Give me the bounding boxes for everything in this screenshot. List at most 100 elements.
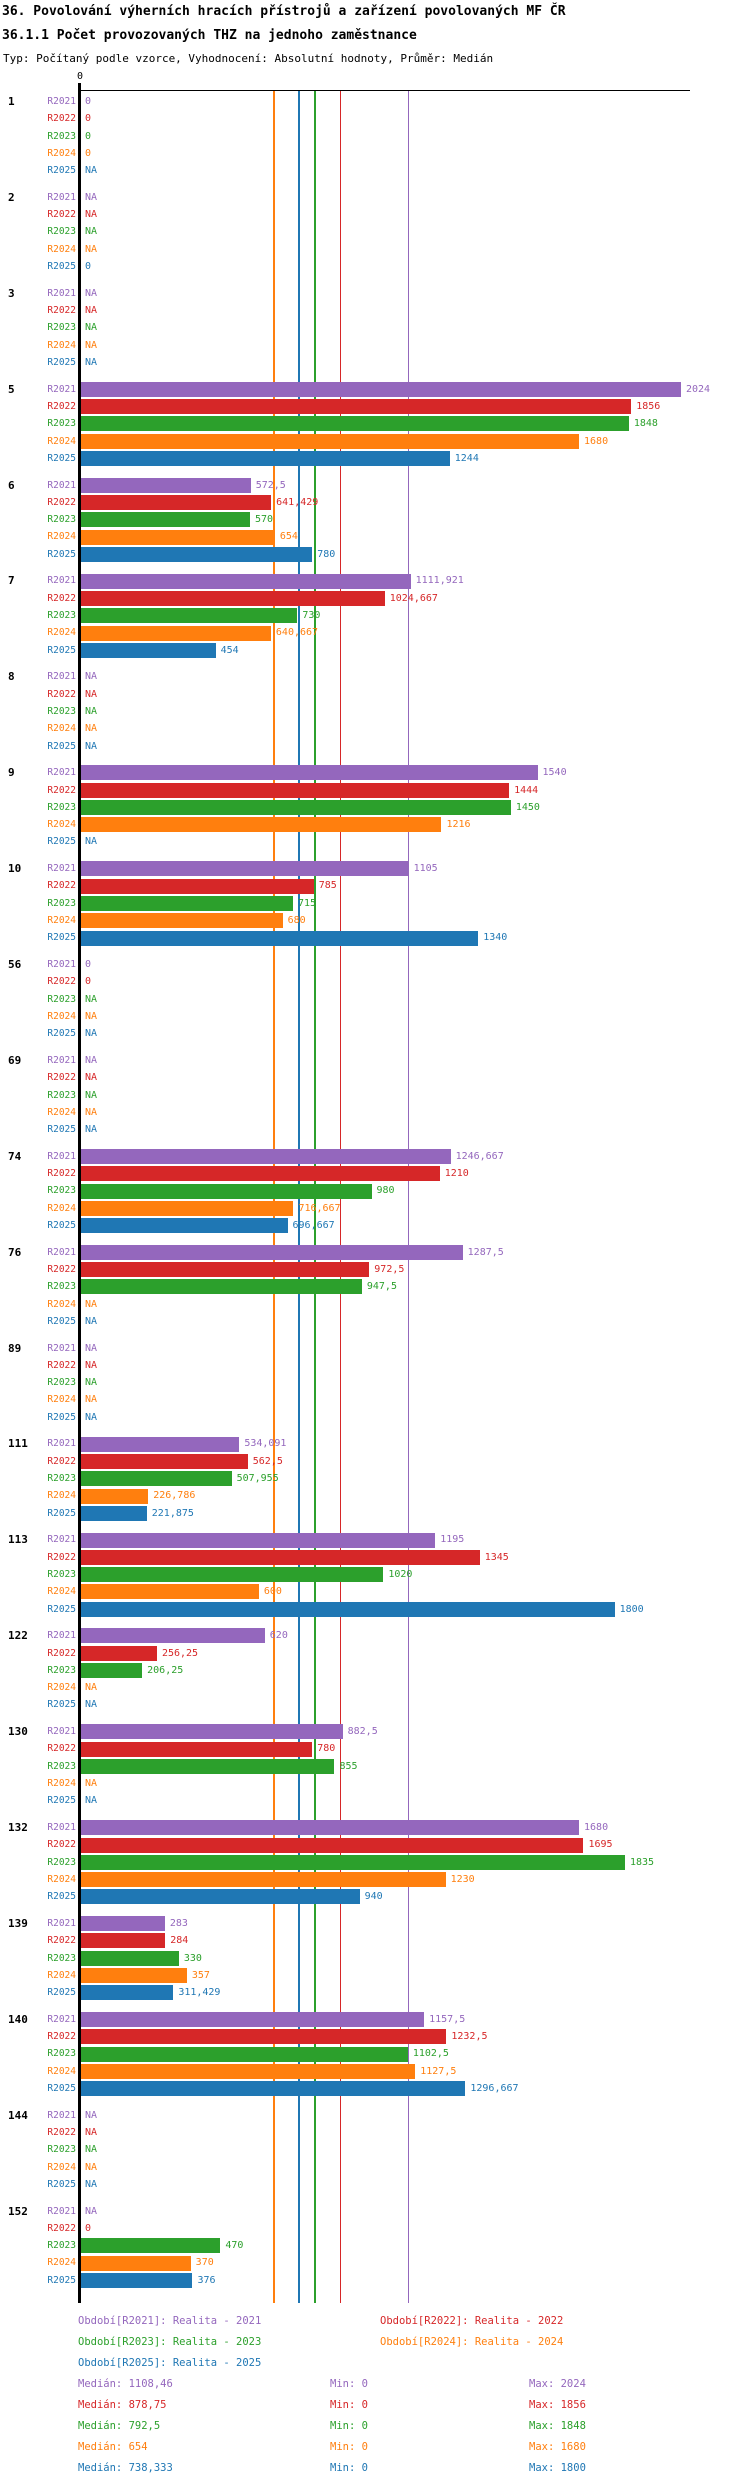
year-label-R2021: R2021 [47,479,76,491]
value-label-R2024: NA [85,1778,98,1790]
year-label-R2025: R2025 [47,1699,76,1711]
bar-row-R2024: R2024 1230 [0,1871,750,1888]
group-label-139: 139 [8,1916,28,1930]
value-label-R2022: NA [85,688,98,700]
year-label-R2023: R2023 [47,1760,76,1772]
bar-R2024 [81,1200,294,1216]
bar-R2024 [81,1584,259,1600]
year-label-R2023: R2023 [47,1281,76,1293]
year-label-R2023: R2023 [47,1952,76,1964]
stat-min-R2021: Min: 0 [330,2378,368,2390]
value-label-R2024: NA [85,243,98,255]
legend-R2025: Období[R2025]: Realita - 2025 [78,2357,262,2369]
year-label-R2022: R2022 [47,1455,76,1467]
bar-row-R2022: R2022 256,25 [0,1645,750,1662]
year-label-R2022: R2022 [47,1359,76,1371]
year-label-R2024: R2024 [47,1490,76,1502]
year-label-R2024: R2024 [47,243,76,255]
group-label-132: 132 [8,1821,28,1835]
year-label-R2022: R2022 [47,688,76,700]
year-label-R2022: R2022 [47,2127,76,2138]
stat-max-R2025: Max: 1800 [529,2462,586,2474]
value-label-R2021: 0 [85,96,92,107]
year-label-R2022: R2022 [47,209,76,221]
bar-R2022 [81,2029,447,2045]
x-axis-zero-tick-label: 0 [76,71,84,82]
bar-row-R2022: R2022 0 [0,973,750,990]
value-label-R2024: NA [85,1682,98,1694]
bar-row-R2024: R2024 NA [0,1104,750,1121]
bar-row-R2025: R2025 NA [0,738,750,755]
bar-R2024 [81,529,275,545]
bar-R2022 [81,1645,157,1661]
value-label-R2023: NA [85,226,98,238]
bar-group-3: 3 R2021 NA R2022 NA R2023 NA R2024 NA R2025 NA [0,285,750,372]
value-label-R2022: NA [85,1072,98,1084]
value-label-R2023: 507,955 [236,1473,279,1485]
year-label-R2021: R2021 [47,767,76,779]
median-line-R2021 [407,91,410,2303]
year-label-R2023: R2023 [47,2048,76,2060]
bar-row-R2025: R2025 780 [0,546,750,563]
bar-row-R2025: R2025 NA [0,1409,750,1426]
year-label-R2024: R2024 [47,339,76,351]
bar-group-144: 144 R2021 NA R2022 NA R2023 NA R2024 NA R2025 NA [0,2107,750,2194]
value-label-R2024: NA [85,723,98,735]
value-label-R2024: 680 [287,915,306,927]
bar-row-R2025: R2025 311,429 [0,1984,750,2001]
bar-R2023 [81,1663,143,1679]
year-label-R2023: R2023 [47,1856,76,1868]
bar-R2022 [81,1933,166,1949]
group-label-5: 5 [8,382,15,396]
bar-row-R2023: R2023 330 [0,1950,750,1967]
bar-R2022 [81,1453,248,1469]
bar-R2021 [81,765,538,781]
bar-R2021 [81,573,411,589]
value-label-R2023: 0 [85,130,92,142]
bar-row-R2021: R2021 1680 [0,1819,750,1836]
bar-row-R2022: R2022 562,5 [0,1453,750,1470]
bar-row-R2022: R2022 1695 [0,1836,750,1853]
value-label-R2023: 947,5 [366,1281,397,1293]
bar-R2024 [81,1968,187,1983]
bar-R2022 [81,1837,584,1853]
year-label-R2021: R2021 [47,575,76,587]
stats-row-R2023: Medián: 792,5 Min: 0 Max: 1848 [0,2416,750,2437]
year-label-R2022: R2022 [47,113,76,125]
value-label-R2023: NA [85,993,98,1005]
year-label-R2023: R2023 [47,418,76,430]
bar-row-R2024: R2024 0 [0,145,750,162]
bar-group-89: 89 R2021 NA R2022 NA R2023 NA R2024 NA R2025 NA [0,1340,750,1427]
year-label-R2023: R2023 [47,1664,76,1676]
group-label-6: 6 [8,478,15,492]
bar-R2023 [81,1758,335,1774]
year-label-R2023: R2023 [47,993,76,1005]
year-label-R2025: R2025 [47,548,76,560]
bar-row-R2022: R2022 1345 [0,1549,750,1566]
bar-R2025 [81,1505,147,1521]
year-label-R2021: R2021 [47,1534,76,1546]
year-label-R2025: R2025 [47,1315,76,1327]
bar-row-R2024: R2024 357 [0,1967,750,1984]
bar-row-R2023: R2023 715 [0,895,750,912]
bar-R2023 [81,1950,179,1966]
year-label-R2022: R2022 [47,305,76,317]
value-label-R2023: NA [85,322,98,334]
year-label-R2023: R2023 [47,1568,76,1580]
bar-group-9: 9 R2021 1540 R2022 1444 R2023 1450 R2024 1216 R20… [0,764,750,851]
year-label-R2021: R2021 [47,1246,76,1258]
bar-R2023 [81,1854,625,1870]
group-label-144: 144 [8,2108,28,2122]
bar-R2025 [81,1889,360,1905]
bar-row-R2022: R2022 NA [0,206,750,223]
bar-row-R2025: R2025 940 [0,1888,750,1905]
bar-row-R2025: R2025 NA [0,354,750,371]
group-label-89: 89 [8,1341,22,1355]
bar-row-R2025: R2025 NA [0,1313,750,1330]
group-label-152: 152 [8,2204,28,2218]
year-label-R2024: R2024 [47,915,76,927]
bar-row-R2021: R2021 1157,5 [0,2011,750,2028]
value-label-R2024: 0 [85,147,92,159]
bar-row-R2023: R2023 507,955 [0,1470,750,1487]
bar-row-R2024: R2024 226,786 [0,1487,750,1504]
